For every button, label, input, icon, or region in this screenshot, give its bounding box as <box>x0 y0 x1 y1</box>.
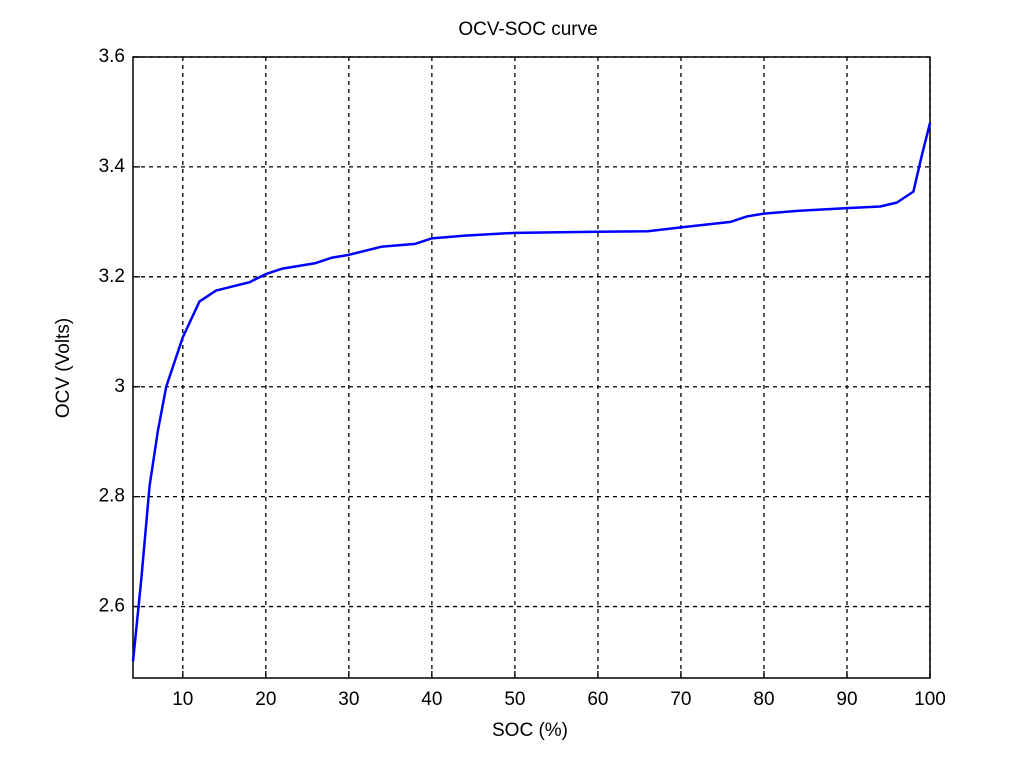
x-tick-label: 10 <box>172 689 193 710</box>
y-tick-label: 2.8 <box>99 486 125 507</box>
x-tick-label: 60 <box>587 689 608 710</box>
y-axis-label: OCV (Volts) <box>53 318 74 418</box>
x-tick-label: 30 <box>338 689 359 710</box>
x-tick-label: 70 <box>670 689 691 710</box>
x-tick-label: 80 <box>753 689 774 710</box>
plot-frame <box>132 56 931 679</box>
x-tick-label: 40 <box>421 689 442 710</box>
y-tick-label: 3.2 <box>99 266 125 287</box>
y-tick-label: 3 <box>114 376 125 397</box>
x-tick-label: 20 <box>255 689 276 710</box>
x-axis-label: SOC (%) <box>492 720 568 741</box>
data-line <box>131 122 932 662</box>
y-tick-label: 3.4 <box>99 156 126 177</box>
y-tick-label: 3.6 <box>99 46 125 67</box>
y-tick-label: 2.6 <box>99 596 125 617</box>
x-tick-label: 100 <box>914 689 946 710</box>
x-tick-label: 50 <box>504 689 525 710</box>
chart-title: OCV-SOC curve <box>458 19 597 40</box>
x-tick-label: 90 <box>836 689 857 710</box>
